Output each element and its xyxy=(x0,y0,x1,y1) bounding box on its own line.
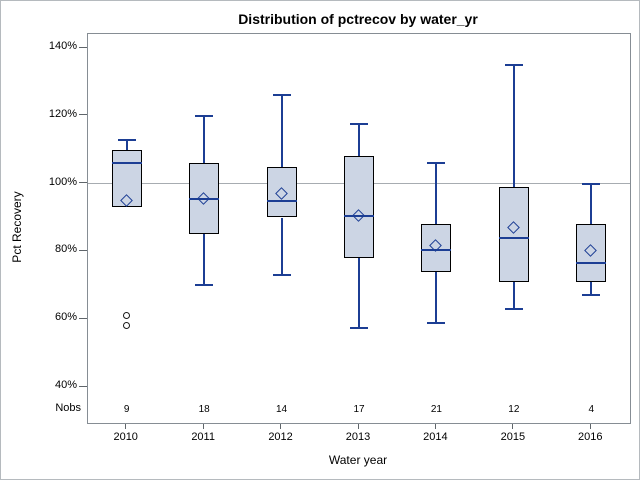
whisker-top-cap xyxy=(427,162,446,165)
nobs-value: 9 xyxy=(123,404,130,415)
nobs-value: 18 xyxy=(198,404,210,415)
x-tick xyxy=(202,424,204,429)
whisker-top-line xyxy=(125,139,128,150)
box-iqr xyxy=(498,186,529,282)
nobs-value: 12 xyxy=(508,404,520,415)
x-tick xyxy=(280,424,282,429)
whisker-bottom-cap xyxy=(350,326,368,329)
whisker-top-cap xyxy=(582,182,601,185)
nobs-value: 14 xyxy=(276,404,288,415)
box-iqr xyxy=(576,224,607,282)
x-tick xyxy=(357,424,359,429)
y-tick-label: 80% xyxy=(54,243,77,256)
whisker-top-line xyxy=(203,115,206,164)
whisker-bottom-line xyxy=(358,258,360,328)
nobs-value: 17 xyxy=(353,404,365,415)
whisker-top-line xyxy=(590,183,593,225)
outlier-point xyxy=(122,311,130,319)
median-line xyxy=(266,199,297,202)
x-tick xyxy=(589,424,591,429)
whisker-top-line xyxy=(280,95,283,167)
x-tick-label: 2016 xyxy=(578,431,603,443)
whisker-top-cap xyxy=(195,114,214,117)
whisker-top-cap xyxy=(272,94,291,97)
whisker-top-cap xyxy=(117,138,136,141)
y-tick-label: 140% xyxy=(48,40,77,52)
median-line xyxy=(111,162,142,165)
x-tick xyxy=(434,424,436,429)
box-iqr xyxy=(266,166,297,218)
whisker-bottom-cap xyxy=(582,294,601,297)
whisker-top-cap xyxy=(350,123,368,126)
y-tick xyxy=(79,46,87,48)
nobs-value: 4 xyxy=(588,404,595,415)
whisker-bottom-line xyxy=(280,217,283,276)
whisker-top-cap xyxy=(504,63,523,66)
x-tick-label: 2015 xyxy=(500,431,526,443)
plot-area: 9 18 14 17 21 12 4 xyxy=(87,33,631,424)
whisker-top-line xyxy=(358,124,360,157)
whisker-bottom-line xyxy=(203,234,206,286)
x-tick-label: 2014 xyxy=(423,431,448,443)
median-line xyxy=(498,236,529,239)
median-line xyxy=(576,262,607,265)
whisker-bottom-line xyxy=(590,281,593,296)
y-tick xyxy=(79,114,87,116)
x-axis-label: Water year xyxy=(328,453,388,467)
median-line xyxy=(189,197,220,200)
box-iqr xyxy=(111,149,142,208)
whisker-bottom-line xyxy=(435,271,438,323)
whisker-top-line xyxy=(435,163,438,225)
x-tick xyxy=(125,424,127,429)
y-tick-label: 40% xyxy=(54,379,77,391)
whisker-bottom-cap xyxy=(195,284,214,287)
outlier-point xyxy=(122,321,130,329)
whisker-top-line xyxy=(512,64,515,187)
whisker-bottom-cap xyxy=(504,308,523,311)
y-tick-label: 120% xyxy=(48,107,77,120)
chart-title: Distribution of pctrecov by water_yr xyxy=(238,11,478,27)
x-tick xyxy=(512,424,514,429)
y-tick-label: 60% xyxy=(54,311,77,324)
y-tick xyxy=(79,249,87,251)
median-line xyxy=(344,214,374,217)
y-axis-label: Pct Recovery xyxy=(10,191,24,263)
x-tick-label: 2013 xyxy=(345,431,371,443)
x-tick-label: 2012 xyxy=(268,431,293,443)
whisker-bottom-cap xyxy=(272,274,291,277)
y-tick xyxy=(79,317,87,319)
x-tick-label: 2010 xyxy=(113,431,138,443)
median-line xyxy=(421,248,452,251)
nobs-value: 21 xyxy=(430,404,442,415)
y-tick xyxy=(79,385,87,387)
box-iqr xyxy=(421,224,452,272)
whisker-bottom-line xyxy=(512,281,515,310)
box-iqr xyxy=(344,156,374,259)
y-tick xyxy=(79,182,87,184)
x-tick-label: 2011 xyxy=(191,431,215,443)
y-tick-label: 100% xyxy=(48,175,77,188)
whisker-bottom-cap xyxy=(427,321,446,324)
nobs-row-label: Nobs xyxy=(55,402,81,414)
